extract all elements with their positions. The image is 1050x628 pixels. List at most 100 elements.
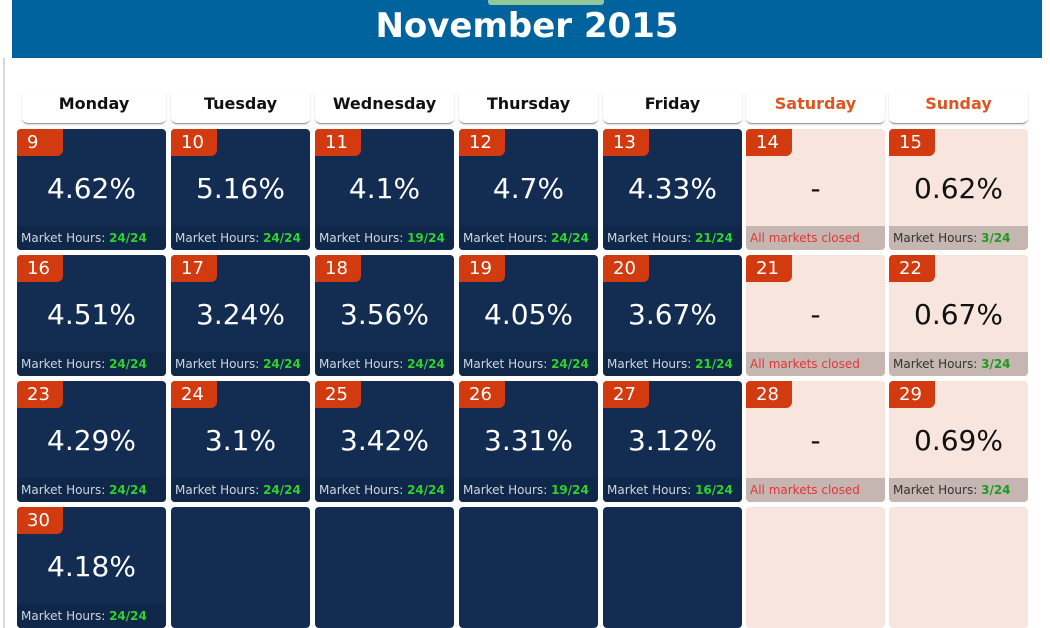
market-hours-count: 24: [109, 357, 126, 371]
market-hours-label: Market Hours:: [607, 357, 696, 371]
market-hours-label: Market Hours:: [463, 231, 552, 245]
day-number-badge: 17: [171, 255, 217, 282]
day-number-badge: 21: [746, 255, 792, 282]
weekday-header-thursday: Thursday: [459, 92, 598, 124]
market-hours-label: Market Hours:: [21, 357, 110, 371]
calendar-cell-day-24[interactable]: 24 3.1% Market Hours: 24/24: [171, 381, 310, 502]
calendar-cell-day-27[interactable]: 27 3.12% Market Hours: 16/24: [603, 381, 742, 502]
calendar-cell-day-20[interactable]: 20 3.67% Market Hours: 21/24: [603, 255, 742, 376]
market-hours-total: /24: [989, 483, 1011, 497]
market-hours-footer: Market Hours: 24/24: [171, 352, 310, 376]
calendar-cell-day-17[interactable]: 17 3.24% Market Hours: 24/24: [171, 255, 310, 376]
market-hours-footer: Market Hours: 24/24: [459, 226, 598, 250]
calendar-cell-day-10[interactable]: 10 5.16% Market Hours: 24/24: [171, 129, 310, 250]
market-hours-footer: Market Hours: 24/24: [315, 478, 454, 502]
market-hours-total: /24: [125, 231, 147, 245]
market-hours-total: /24: [567, 357, 589, 371]
day-number-badge: 11: [315, 129, 361, 156]
market-hours-label: Market Hours:: [319, 483, 408, 497]
calendar-cell-day-14[interactable]: 14- All markets closed: [746, 129, 885, 250]
market-hours-total: /24: [989, 231, 1011, 245]
market-hours-total: /24: [125, 609, 147, 623]
calendar-cell-day-18[interactable]: 18 3.56% Market Hours: 24/24: [315, 255, 454, 376]
daily-value: 4.29%: [47, 424, 136, 457]
market-hours-total: /24: [989, 357, 1011, 371]
market-hours-link[interactable]: 19: [551, 483, 568, 497]
calendar-cell-day-30[interactable]: 30 4.18% Market Hours: 24/24: [17, 507, 166, 628]
weekday-header-friday: Friday: [603, 92, 742, 124]
market-hours-total: /24: [125, 483, 147, 497]
market-hours-link[interactable]: 19: [407, 231, 424, 245]
market-hours-link[interactable]: 21: [695, 231, 712, 245]
market-hours-label: Market Hours:: [319, 231, 408, 245]
daily-value: 0.69%: [914, 424, 1003, 457]
daily-value: 3.31%: [484, 424, 573, 457]
daily-value: 3.67%: [628, 298, 717, 331]
market-hours-total: /24: [423, 483, 445, 497]
market-hours-footer: Market Hours: 24/24: [17, 226, 166, 250]
calendar-cell-day-13[interactable]: 13 4.33% Market Hours: 21/24: [603, 129, 742, 250]
calendar-header: November 2015: [12, 0, 1042, 58]
calendar-cell-day-26[interactable]: 26 3.31% Market Hours: 19/24: [459, 381, 598, 502]
day-number-badge: 27: [603, 381, 649, 408]
market-hours-link[interactable]: 16: [695, 483, 712, 497]
market-hours-count: 24: [109, 609, 126, 623]
market-hours-footer: Market Hours: 24/24: [459, 352, 598, 376]
market-hours-count: 24: [407, 357, 424, 371]
calendar-cell-day-22[interactable]: 22 0.67% Market Hours: 3/24: [889, 255, 1028, 376]
market-hours-footer: Market Hours: 24/24: [171, 478, 310, 502]
day-number-badge: 28: [746, 381, 792, 408]
market-hours-footer: Market Hours: 21/24: [603, 352, 742, 376]
market-hours-total: /24: [423, 231, 445, 245]
calendar-cell-day-9[interactable]: 9 4.62% Market Hours: 24/24: [17, 129, 166, 250]
day-number-badge: 16: [17, 255, 63, 282]
weekday-header-saturday: Saturday: [746, 92, 885, 124]
market-hours-link[interactable]: 3: [981, 231, 990, 245]
calendar-cell-empty: [889, 507, 1028, 628]
market-hours-link[interactable]: 21: [695, 357, 712, 371]
calendar-cell-day-11[interactable]: 11 4.1% Market Hours: 19/24: [315, 129, 454, 250]
market-hours-footer: Market Hours: 19/24: [315, 226, 454, 250]
market-hours-footer: Market Hours: 16/24: [603, 478, 742, 502]
daily-value: 3.42%: [340, 424, 429, 457]
market-hours-count: 24: [263, 231, 280, 245]
day-number-badge: 22: [889, 255, 935, 282]
calendar-cell-day-19[interactable]: 19 4.05% Market Hours: 24/24: [459, 255, 598, 376]
calendar-cell-day-23[interactable]: 23 4.29% Market Hours: 24/24: [17, 381, 166, 502]
weekday-header-sunday: Sunday: [889, 92, 1028, 124]
market-hours-link[interactable]: 3: [981, 483, 990, 497]
market-hours-total: /24: [711, 231, 733, 245]
calendar-cell-day-21[interactable]: 21- All markets closed: [746, 255, 885, 376]
market-hours-label: Market Hours:: [463, 357, 552, 371]
calendar-cell-empty: [459, 507, 598, 628]
market-hours-label: Market Hours:: [319, 357, 408, 371]
daily-value: 3.1%: [204, 424, 277, 457]
daily-value: -: [810, 298, 821, 331]
market-hours-footer: Market Hours: 24/24: [315, 352, 454, 376]
calendar-cell-day-12[interactable]: 12 4.7% Market Hours: 24/24: [459, 129, 598, 250]
calendar-cell-empty: [746, 507, 885, 628]
market-hours-label: Market Hours:: [463, 483, 552, 497]
daily-value: 3.56%: [340, 298, 429, 331]
daily-value: 0.62%: [914, 172, 1003, 205]
market-hours-label: Market Hours:: [21, 483, 110, 497]
daily-value: 4.1%: [348, 172, 421, 205]
calendar-cell-day-16[interactable]: 16 4.51% Market Hours: 24/24: [17, 255, 166, 376]
calendar-cell-day-28[interactable]: 28- All markets closed: [746, 381, 885, 502]
calendar-cell-day-25[interactable]: 25 3.42% Market Hours: 24/24: [315, 381, 454, 502]
day-number-badge: 24: [171, 381, 217, 408]
daily-value: 4.18%: [47, 550, 136, 583]
daily-value: 3.24%: [196, 298, 285, 331]
day-number-badge: 29: [889, 381, 935, 408]
market-hours-label: Market Hours:: [175, 231, 264, 245]
market-hours-footer: Market Hours: 24/24: [17, 352, 166, 376]
market-hours-total: /24: [567, 483, 589, 497]
daily-value: 4.33%: [628, 172, 717, 205]
daily-value: 4.05%: [484, 298, 573, 331]
market-hours-footer: Market Hours: 19/24: [459, 478, 598, 502]
market-hours-total: /24: [279, 231, 301, 245]
calendar-cell-day-29[interactable]: 29 0.69% Market Hours: 3/24: [889, 381, 1028, 502]
weekday-header-wednesday: Wednesday: [315, 92, 454, 124]
market-hours-count: 24: [263, 483, 280, 497]
calendar-cell-day-15[interactable]: 15 0.62% Market Hours: 3/24: [889, 129, 1028, 250]
